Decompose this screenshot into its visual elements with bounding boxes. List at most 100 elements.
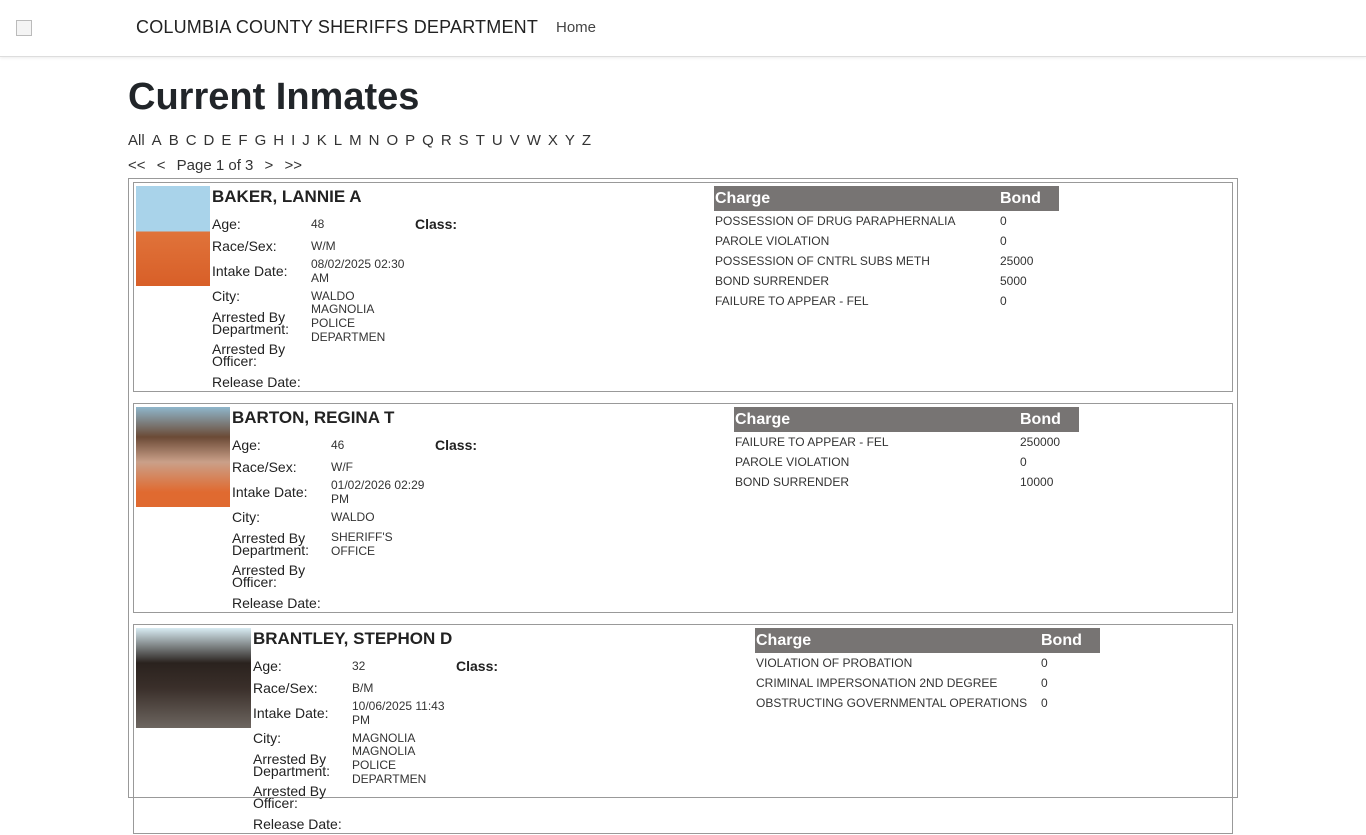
letter-filter-i[interactable]: I [291, 132, 296, 149]
letter-filter-d[interactable]: D [203, 132, 215, 149]
letter-filter-c[interactable]: C [185, 132, 197, 149]
bond-amount: 0 [1000, 214, 1007, 228]
prev-page-link[interactable]: < [156, 157, 166, 174]
navbar: COLUMBIA COUNTY SHERIFFS DEPARTMENT Home [0, 0, 1366, 57]
dept-row: Arrested By Department: MAGNOLIA POLICE D… [212, 302, 714, 344]
inmate-photo[interactable] [136, 628, 251, 728]
letter-filter-h[interactable]: H [273, 132, 285, 149]
charges-table: Charge Bond POSSESSION OF DRUG PARAPHERNAL… [714, 186, 1059, 311]
intake-label: Intake Date: [232, 484, 308, 500]
first-page-link[interactable]: << [128, 157, 146, 174]
logo-image[interactable] [16, 20, 32, 36]
race_sex-value: W/F [331, 460, 353, 474]
letter-filter-z[interactable]: Z [581, 132, 592, 149]
charge-name: VIOLATION OF PROBATION [756, 656, 913, 670]
letter-filter-all[interactable]: All [128, 132, 145, 149]
intake-row: Intake Date: 08/02/2025 02:30 AM [212, 257, 714, 285]
age-label: Age: [232, 437, 261, 453]
letter-filter-n[interactable]: N [368, 132, 380, 149]
letter-filter-p[interactable]: P [405, 132, 416, 149]
city-value: WALDO [331, 510, 375, 524]
inmate-photo[interactable] [136, 186, 210, 286]
charge-name: BOND SURRENDER [715, 274, 830, 288]
inmate-name[interactable]: BRANTLEY, STEPHON D [253, 629, 453, 648]
inmate-photo[interactable] [136, 407, 230, 507]
city-label: City: [232, 509, 260, 525]
brand-link[interactable]: COLUMBIA COUNTY SHERIFFS DEPARTMENT [136, 17, 539, 37]
city-row: City: WALDO [212, 285, 714, 307]
charges-table: Charge Bond VIOLATION OF PROBATION 0 CRIMINA… [755, 628, 1100, 713]
nav-home-link[interactable]: Home [556, 19, 597, 36]
charge-row: BOND SURRENDER 10000 [734, 472, 1079, 492]
class-label: Class: [415, 216, 458, 232]
letter-filter-v[interactable]: V [509, 132, 520, 149]
class-label: Class: [456, 658, 499, 674]
charge-name: CRIMINAL IMPERSONATION 2ND DEGREE [756, 676, 998, 690]
charge-row: FAILURE TO APPEAR - FEL 0 [714, 291, 1059, 311]
class-label: Class: [435, 437, 478, 453]
letter-filter-a[interactable]: A [151, 132, 162, 149]
charge-name: FAILURE TO APPEAR - FEL [735, 435, 889, 449]
letter-filter-m[interactable]: M [349, 132, 362, 149]
charge-row: OBSTRUCTING GOVERNMENTAL OPERATIONS 0 [755, 693, 1100, 713]
letter-filter-y[interactable]: Y [564, 132, 575, 149]
dept-label: Arrested By Department: [253, 751, 331, 779]
letter-filter-f[interactable]: F [238, 132, 248, 149]
age-row: Age: 46 Class: [232, 434, 734, 456]
race_sex-label: Race/Sex: [232, 459, 297, 475]
bond-amount: 0 [1020, 455, 1027, 469]
intake-value: 01/02/2026 02:29 PM [331, 478, 425, 506]
city-label: City: [212, 288, 240, 304]
charge-name: FAILURE TO APPEAR - FEL [715, 294, 869, 308]
inmate-card: BAKER, LANNIE A Age: 48 Class: Race/Sex: W/… [133, 182, 1233, 392]
letter-filter-l[interactable]: L [333, 132, 343, 149]
bond-amount: 0 [1041, 676, 1048, 690]
last-page-link[interactable]: >> [284, 157, 303, 174]
age-label: Age: [253, 658, 282, 674]
charge-header: Charge [734, 407, 1019, 432]
bond-header: Bond [1019, 407, 1079, 432]
charge-name: POSSESSION OF CNTRL SUBS METH [715, 254, 930, 268]
alphabet-filter: All A B C D E F G H I J K L M N O P Q R S T U V W X Y Z [128, 132, 598, 149]
intake-value: 10/06/2025 11:43 PM [352, 699, 445, 727]
letter-filter-t[interactable]: T [475, 132, 485, 149]
release-label: Release Date: [253, 816, 342, 832]
letter-filter-x[interactable]: X [547, 132, 558, 149]
release-row: Release Date: [232, 592, 734, 614]
letter-filter-g[interactable]: G [254, 132, 267, 149]
letter-filter-s[interactable]: S [458, 132, 469, 149]
bond-amount: 0 [1041, 656, 1048, 670]
inmate-info: BAKER, LANNIE A Age: 48 Class: Race/Sex: W/… [210, 186, 714, 389]
inmate-name[interactable]: BARTON, REGINA T [232, 408, 395, 427]
age-row: Age: 48 Class: [212, 213, 714, 235]
letter-filter-k[interactable]: K [316, 132, 327, 149]
letter-filter-o[interactable]: O [386, 132, 399, 149]
dept-row: Arrested By Department: SHERIFF'S OFFICE [232, 528, 734, 560]
release-label: Release Date: [212, 374, 301, 390]
letter-filter-r[interactable]: R [440, 132, 452, 149]
dept-row: Arrested By Department: MAGNOLIA POLICE D… [253, 744, 755, 786]
release-row: Release Date: [212, 371, 714, 393]
age-value: 46 [331, 438, 345, 452]
inmate-card: BRANTLEY, STEPHON D Age: 32 Class: Race/Se… [133, 624, 1233, 834]
letter-filter-u[interactable]: U [491, 132, 503, 149]
bond-amount: 0 [1000, 234, 1007, 248]
charge-row: PAROLE VIOLATION 0 [714, 231, 1059, 251]
officer-row: Arrested By Officer: [212, 339, 714, 371]
letter-filter-j[interactable]: J [302, 132, 310, 149]
next-page-link[interactable]: > [264, 157, 274, 174]
charge-row: BOND SURRENDER 5000 [714, 271, 1059, 291]
letter-filter-e[interactable]: E [221, 132, 232, 149]
letter-filter-b[interactable]: B [168, 132, 179, 149]
letter-filter-w[interactable]: W [526, 132, 541, 149]
charge-name: BOND SURRENDER [735, 475, 850, 489]
bond-amount: 5000 [1000, 274, 1027, 288]
inmate-name[interactable]: BAKER, LANNIE A [212, 187, 362, 206]
inmate-card: BARTON, REGINA T Age: 46 Class: Race/Sex: W… [133, 403, 1233, 613]
charge-name: PAROLE VIOLATION [735, 455, 850, 469]
letter-filter-q[interactable]: Q [422, 132, 434, 149]
page-indicator: Page 1 of 3 [176, 157, 254, 174]
race_sex-label: Race/Sex: [212, 238, 277, 254]
dept-value: MAGNOLIA POLICE DEPARTMEN [352, 744, 427, 786]
charge-row: FAILURE TO APPEAR - FEL 250000 [734, 432, 1079, 452]
